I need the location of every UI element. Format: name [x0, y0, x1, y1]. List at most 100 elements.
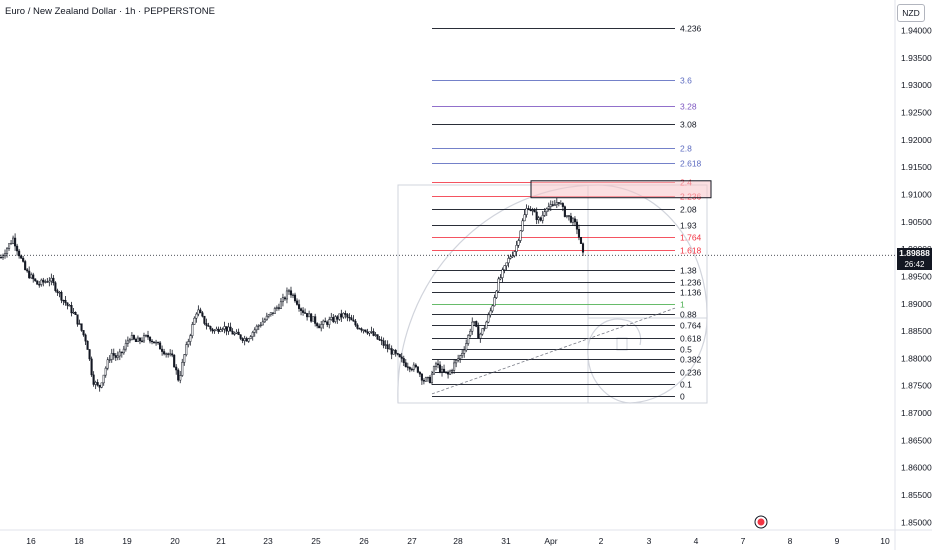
- fib-level-label: 1.236: [680, 278, 702, 288]
- candle-body: [479, 333, 482, 339]
- chart-title: Euro / New Zealand Dollar · 1h · PEPPERS…: [5, 6, 215, 17]
- candle-body: [215, 328, 218, 331]
- y-tick-label: 1.89000: [901, 299, 932, 309]
- candle-body: [183, 354, 186, 363]
- candle-body: [191, 324, 194, 336]
- candle-body: [259, 324, 262, 327]
- candle-body: [314, 316, 317, 324]
- fib-level-label: 3.08: [680, 120, 697, 130]
- candle-body: [328, 319, 331, 325]
- candle-body: [98, 384, 101, 388]
- y-tick-label: 1.92500: [901, 107, 932, 117]
- candle-body: [565, 215, 568, 217]
- candle-body: [400, 356, 403, 359]
- candle-body: [503, 265, 506, 271]
- x-tick-label: 31: [501, 536, 511, 546]
- x-tick-label: 25: [311, 536, 321, 546]
- fib-level-label: 2.618: [680, 159, 702, 169]
- candle-body: [48, 280, 51, 283]
- x-tick-label: 19: [122, 536, 132, 546]
- candle-body: [571, 218, 574, 223]
- fib-level-label: 1.38: [680, 266, 697, 276]
- candle-body: [304, 312, 307, 314]
- candle-body: [187, 341, 190, 345]
- fib-level-label: 1: [680, 300, 685, 310]
- candle-body: [350, 317, 353, 321]
- candle-body: [203, 315, 206, 324]
- candle-body: [295, 300, 299, 305]
- candle-body: [533, 209, 536, 213]
- candle-body: [255, 325, 258, 331]
- candle-body: [346, 314, 349, 318]
- candle-body: [40, 279, 43, 285]
- candle-body: [12, 237, 15, 244]
- candle-body: [326, 321, 329, 325]
- candle-body: [122, 348, 125, 354]
- candle-body: [445, 371, 448, 373]
- y-tick-label: 1.85000: [901, 517, 932, 527]
- x-tick-label: Apr: [544, 536, 557, 546]
- candle-body: [237, 331, 240, 336]
- candle-body: [547, 206, 550, 210]
- x-tick-label: 10: [880, 536, 890, 546]
- candle-body: [368, 331, 371, 334]
- candle-body: [179, 375, 182, 381]
- fib-level-label: 0.764: [680, 321, 702, 331]
- candle-body: [557, 202, 560, 204]
- candle-body: [253, 329, 256, 333]
- candle-body: [96, 382, 99, 386]
- candle-body: [30, 274, 33, 279]
- candle-body: [227, 326, 230, 332]
- candle-body: [289, 290, 293, 296]
- candle-body: [487, 314, 490, 323]
- candle-body: [138, 337, 142, 342]
- candle-body: [535, 211, 538, 221]
- candle-body: [108, 359, 111, 361]
- candle-body: [247, 338, 250, 342]
- candle-body: [86, 340, 89, 350]
- candle-body: [211, 328, 214, 332]
- candle-body: [207, 325, 210, 327]
- currency-badge[interactable]: NZD: [897, 4, 925, 22]
- candle-body: [36, 280, 39, 285]
- candle-body: [521, 220, 524, 232]
- candle-body: [412, 364, 415, 370]
- candle-body: [372, 331, 375, 336]
- x-tick-label: 23: [263, 536, 273, 546]
- candle-body: [5, 248, 9, 255]
- candle-body: [483, 327, 486, 330]
- candle-body: [261, 321, 264, 326]
- candle-body: [265, 315, 268, 321]
- candle-body: [459, 355, 462, 360]
- candle-body: [1, 255, 5, 258]
- candle-body: [398, 354, 401, 358]
- candle-body: [543, 211, 546, 216]
- candle-body: [332, 317, 335, 322]
- candle-body: [511, 255, 514, 258]
- candle-body: [324, 320, 327, 323]
- target-zone-box: [530, 180, 712, 199]
- candle-body: [529, 209, 532, 211]
- candle-body: [273, 308, 276, 314]
- candle-body: [505, 262, 508, 267]
- candle-body: [157, 341, 160, 344]
- candle-body: [20, 255, 23, 259]
- y-tick-label: 1.94000: [901, 26, 932, 36]
- candle-body: [527, 208, 530, 210]
- candle-body: [465, 343, 468, 351]
- candle-body: [66, 302, 69, 306]
- candle-body: [581, 243, 585, 253]
- candle-body: [517, 240, 520, 246]
- fib-level-label: 3.6: [680, 76, 692, 86]
- candle-body: [306, 313, 309, 318]
- candle-body: [493, 297, 496, 307]
- candle-body: [525, 208, 528, 215]
- candle-body: [235, 331, 238, 334]
- fib-level-label: 3.28: [680, 102, 697, 112]
- candle-body: [165, 353, 168, 355]
- candle-body: [442, 368, 446, 373]
- candle-body: [245, 338, 248, 342]
- candle-body: [185, 344, 188, 355]
- candle-body: [128, 339, 131, 342]
